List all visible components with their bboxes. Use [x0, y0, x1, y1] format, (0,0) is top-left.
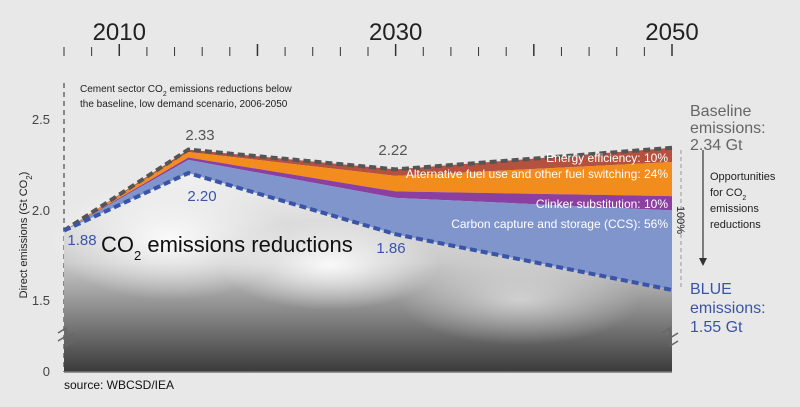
y-axis-label: Direct emissions (Gt CO2) — [18, 172, 34, 299]
band-label-ccs: Carbon capture and storage (CCS): 56% — [451, 217, 668, 231]
y-tick-1.5: 1.5 — [32, 293, 50, 308]
baseline-label-1: Baseline — [690, 103, 751, 120]
title-line-1a: Cement sector CO — [80, 84, 163, 95]
band-0 — [64, 147, 672, 231]
baseline-label-3: 2.34 Gt — [690, 137, 743, 154]
label-baseline-peak: 2.33 — [185, 127, 214, 144]
timeline: 2010 2030 2050 — [63, 19, 699, 56]
blue-label-1: BLUE — [690, 281, 732, 298]
label-blue-mid: 1.86 — [376, 240, 405, 257]
source-label: source: WBCSD/IEA — [64, 378, 174, 392]
svg-text:for CO2: for CO2 — [710, 187, 746, 202]
baseline-label-2: emissions: — [690, 120, 766, 137]
y-axis-label-b: ) — [18, 172, 30, 176]
band-label-fuel: Alternative fuel use and other fuel swit… — [406, 167, 668, 181]
opportunities-arrow — [699, 150, 707, 266]
reduction-label-sub: 2 — [134, 248, 141, 263]
cloud-3 — [400, 255, 640, 345]
reduction-label-main: CO — [101, 232, 134, 257]
year-label-2030: 2030 — [369, 19, 422, 46]
y-tick-2.5: 2.5 — [32, 112, 50, 127]
year-label-2010: 2010 — [93, 19, 146, 46]
percent-label: 100% — [674, 206, 686, 234]
svg-text:Cement sector CO2 emissions re: Cement sector CO2 emissions reductions b… — [80, 84, 293, 98]
label-blue-start: 1.88 — [67, 232, 96, 249]
y-axis-label-sub: 2 — [25, 175, 34, 180]
blue-line — [63, 170, 673, 292]
band-label-clinker: Clinker substitution: 10% — [536, 197, 668, 211]
opp-line-3: emissions — [710, 203, 759, 215]
baseline-label: Baseline emissions: 2.34 Gt — [690, 103, 766, 154]
label-baseline-mid: 2.22 — [378, 142, 407, 159]
title-line-1b: emissions reductions below — [167, 84, 293, 95]
axis-break-right — [661, 326, 679, 348]
axis-break-left — [57, 326, 75, 348]
title-line-1-sub: 2 — [163, 91, 167, 98]
y-tick-0: 0 — [43, 364, 50, 379]
band-1 — [64, 151, 672, 231]
cloud-2 — [220, 220, 440, 310]
reduction-label-rest: emissions reductions — [141, 232, 353, 257]
year-label-2050: 2050 — [645, 19, 698, 46]
y-tick-2.0: 2.0 — [32, 203, 50, 218]
blue-label: BLUE emissions: 1.55 Gt — [690, 281, 766, 336]
band-label-energy: Energy efficiency: 10% — [546, 151, 668, 165]
opp-line-1: Opportunities — [710, 171, 776, 183]
blue-label-3: 1.55 Gt — [690, 319, 743, 336]
y-axis-label-a: Direct emissions (Gt CO — [18, 179, 30, 298]
band-2 — [64, 157, 672, 231]
emission-lines — [62, 145, 673, 292]
blue-label-2: emissions: — [690, 300, 766, 317]
title-line-2: the baseline, low demand scenario, 2006-… — [80, 99, 288, 110]
opp-line-4: reductions — [710, 219, 761, 231]
percent-bracket: 100% — [674, 150, 686, 288]
opp-line-2b: 2 — [742, 195, 746, 202]
opportunities-label: Opportunities for CO2 emissions reductio… — [710, 171, 776, 231]
label-blue-peak: 2.20 — [187, 188, 216, 205]
opp-line-2a: for CO — [710, 187, 743, 199]
chart-title: Cement sector CO2 emissions reductions b… — [80, 84, 293, 110]
baseline-line — [62, 145, 673, 233]
reduction-label: CO2 emissions reductions — [101, 232, 353, 263]
